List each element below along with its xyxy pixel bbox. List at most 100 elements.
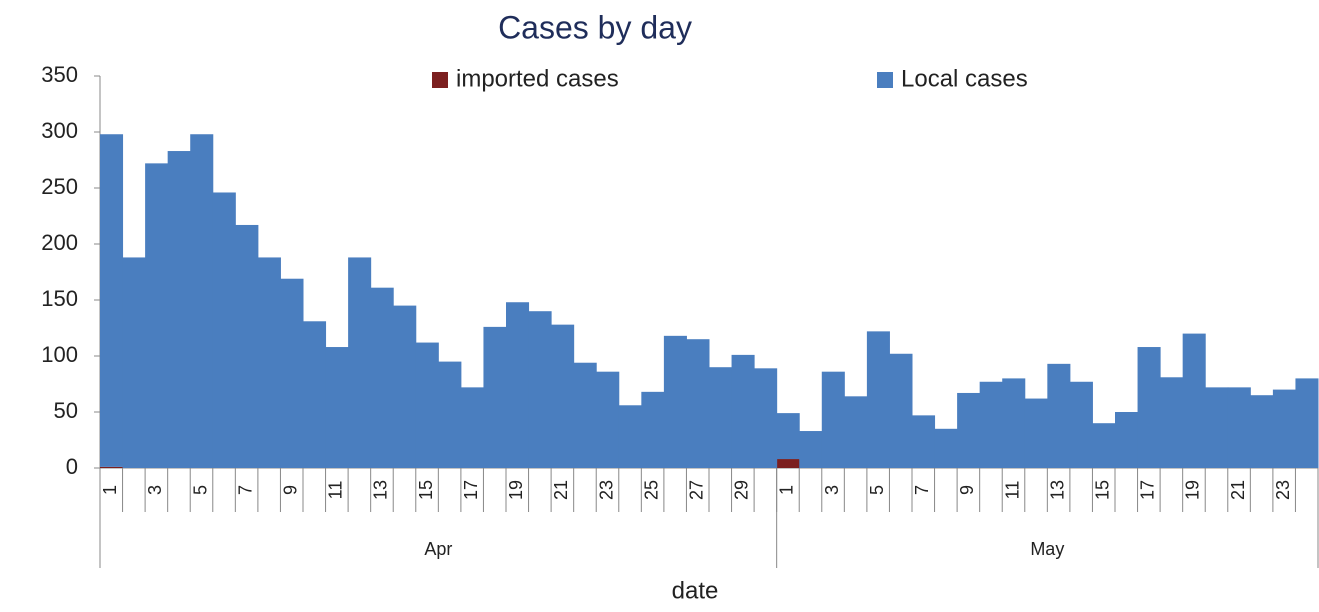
x-tick-label: 1 [777,485,797,495]
x-tick-label: 9 [280,485,300,495]
legend-label: Local cases [901,65,1028,92]
bar-segment [731,354,755,468]
bar-segment [889,353,913,468]
y-tick-label: 150 [41,286,78,311]
x-tick-label: 19 [1183,480,1203,500]
bar-segment [866,331,890,468]
bar-segment [303,321,327,468]
bar-segment [1069,381,1093,468]
bar-segment [979,381,1003,468]
bar-segment [122,257,146,468]
bar-segment [573,362,597,468]
bar-segment [821,371,845,468]
bar-segment [393,305,417,468]
bar-segment [776,459,800,468]
y-tick-label: 200 [41,230,78,255]
x-tick-label: 29 [732,480,752,500]
x-tick-label: 1 [100,485,120,495]
x-tick-label: 11 [1002,481,1022,500]
bar-segment [1250,395,1274,468]
x-tick-label: 5 [190,485,210,495]
x-tick-label: 17 [1138,480,1158,500]
x-tick-label: 9 [957,485,977,495]
x-tick-label: 11 [326,481,346,500]
bar-segment [1024,398,1048,468]
bar-segment [415,342,439,468]
legend-swatch [877,72,893,88]
bar-segment [686,339,710,468]
bar-segment [1047,363,1071,468]
bar-segment [280,278,304,468]
y-tick-label: 0 [66,454,78,479]
chart-title: Cases by day [498,9,692,45]
bar-segment [528,311,552,468]
x-tick-label: 23 [596,480,616,500]
bar-segment [257,257,281,468]
bar-segment [596,371,620,468]
bar-segment [1272,389,1296,468]
bar-segment [799,431,823,468]
legend-swatch [432,72,448,88]
bar-segment [912,415,936,468]
legend-label: imported cases [456,65,619,92]
bar-segment [325,347,349,468]
bar-segment [100,466,124,468]
x-tick-label: 13 [1047,480,1067,500]
x-tick-label: 19 [506,480,526,500]
group-label: May [1030,539,1064,559]
x-tick-label: 21 [551,480,571,500]
x-tick-label: 7 [235,485,255,495]
bar-segment [348,257,372,468]
x-tick-label: 5 [867,485,887,495]
bar-segment [370,287,394,468]
bar-segment [100,134,124,467]
bar-segment [1182,333,1206,468]
x-tick-label: 15 [1092,480,1112,500]
bar-segment [663,335,687,468]
x-tick-label: 23 [1273,480,1293,500]
bar-segment [641,391,665,468]
bar-segment [1092,423,1116,468]
bar-segment [438,361,462,468]
x-tick-label: 17 [461,480,481,500]
bar-segment [1205,387,1229,468]
y-tick-label: 50 [54,398,78,423]
bar-segment [1137,347,1161,468]
bar-segment [551,324,575,468]
bar-segment [934,428,958,468]
bar-segment [1115,412,1139,468]
x-axis-label: date [672,577,719,604]
bar-segment [844,396,868,468]
x-tick-label: 13 [371,480,391,500]
y-tick-label: 300 [41,118,78,143]
bar-segment [190,134,214,469]
y-tick-label: 350 [41,62,78,87]
bar-segment [460,387,484,468]
bar-segment [212,192,236,469]
bar-segment [1227,387,1251,468]
x-tick-label: 21 [1228,480,1248,500]
x-tick-label: 3 [822,485,842,495]
bar-segment [754,368,778,468]
bar-segment [506,302,530,468]
bar-segment [1295,378,1319,468]
group-label: Apr [424,539,452,559]
bar-segment [483,326,507,468]
bar-segment [145,163,169,469]
bar-segment [957,392,981,468]
bar-segment [167,151,191,469]
x-tick-label: 3 [145,485,165,495]
x-tick-label: 15 [416,480,436,500]
bar-segment [618,405,642,468]
bar-segment [235,224,259,468]
bar-segment [1160,377,1184,468]
y-tick-label: 100 [41,342,78,367]
x-tick-label: 7 [912,485,932,495]
x-tick-label: 25 [641,480,661,500]
bar-segment [776,413,800,460]
x-tick-label: 27 [686,480,706,500]
bar-segment [1002,378,1026,468]
bar-segment [709,367,733,468]
y-tick-label: 250 [41,174,78,199]
